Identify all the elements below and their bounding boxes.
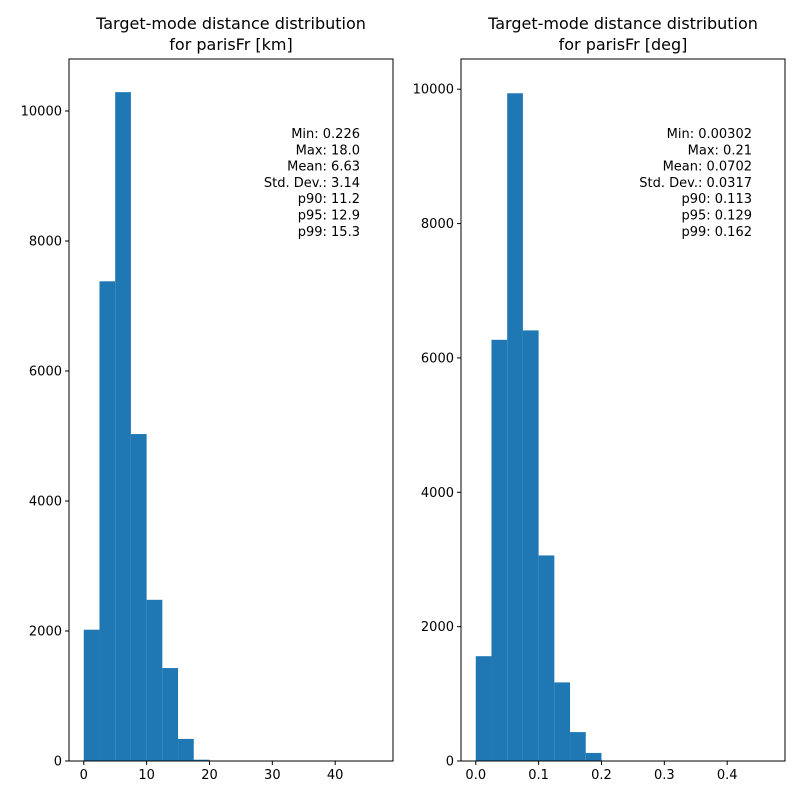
x-tick-label: 20 (201, 768, 218, 783)
chart-panel-deg: Target-mode distance distribution for pa… (413, 14, 786, 783)
x-tick-label: 0.2 (591, 768, 612, 783)
chart-title-line-1: Target-mode distance distribution (95, 14, 366, 33)
chart-title-line-1: Target-mode distance distribution (487, 14, 758, 33)
stat-line: p90: 11.2 (298, 192, 360, 207)
stat-line: Std. Dev.: 0.0317 (639, 176, 752, 191)
x-tick-label: 10 (138, 768, 155, 783)
histogram-bar (99, 281, 116, 761)
histogram-bar (538, 555, 555, 761)
x-tick-label: 0.3 (654, 768, 675, 783)
y-tick-label: 2000 (29, 625, 62, 640)
y-tick-label: 10000 (413, 83, 454, 98)
y-tick-label: 8000 (29, 235, 62, 250)
y-axis-ticks: 0 2000 4000 6000 8000 10000 (413, 83, 461, 770)
x-tick-label: 0 (80, 768, 88, 783)
stat-line: p99: 0.162 (681, 225, 752, 240)
chart-title-line-2: for parisFr [km] (169, 35, 292, 54)
stat-line: Mean: 6.63 (287, 160, 360, 175)
stat-line: p95: 0.129 (681, 209, 752, 224)
y-tick-label: 10000 (21, 105, 62, 120)
stat-line: Std. Dev.: 3.14 (264, 176, 360, 191)
histogram-bar (491, 339, 508, 761)
stat-line: Min: 0.226 (291, 127, 360, 142)
y-tick-label: 4000 (29, 495, 62, 510)
histogram-bar (162, 668, 179, 761)
y-tick-label: 6000 (29, 365, 62, 380)
stat-line: p90: 0.113 (681, 192, 752, 207)
y-axis-ticks: 0 2000 4000 6000 8000 10000 (21, 105, 69, 770)
histogram-bar (522, 330, 539, 761)
x-tick-label: 0.0 (465, 768, 486, 783)
histogram-bar (83, 629, 100, 761)
plot-frame (68, 58, 394, 762)
y-tick-label: 0 (54, 755, 62, 770)
stat-line: Mean: 0.0702 (663, 160, 752, 175)
stat-line: Min: 0.00302 (667, 127, 752, 142)
histogram-bar (130, 434, 147, 761)
x-tick-label: 0.1 (528, 768, 549, 783)
histogram-bar (146, 599, 163, 761)
y-tick-label: 4000 (421, 486, 454, 501)
plot-frame (460, 58, 786, 762)
histogram-bar (585, 752, 602, 761)
bars-group (83, 92, 210, 761)
x-tick-label: 0.4 (717, 768, 738, 783)
y-tick-label: 6000 (421, 351, 454, 366)
y-tick-label: 0 (446, 755, 454, 770)
x-tick-label: 30 (264, 768, 281, 783)
bars-group (475, 93, 602, 761)
histogram-bar (570, 732, 586, 761)
histogram-bar (178, 738, 194, 761)
stat-line: Max: 18.0 (296, 143, 360, 158)
stat-line: p95: 12.9 (298, 209, 360, 224)
y-tick-label: 8000 (421, 217, 454, 232)
histogram-bar (193, 759, 210, 761)
x-tick-label: 40 (327, 768, 344, 783)
histogram-bar (475, 656, 492, 761)
chart-panel-km: Target-mode distance distribution for pa… (21, 14, 394, 783)
chart-title-line-2: for parisFr [deg] (559, 35, 688, 54)
y-tick-label: 2000 (421, 620, 454, 635)
histogram-bar (115, 92, 131, 761)
stat-line: p99: 15.3 (298, 225, 360, 240)
histogram-bar (554, 682, 571, 761)
x-axis-ticks: 0.0 0.1 0.2 0.3 0.4 (465, 761, 738, 783)
stat-line: Max: 0.21 (688, 143, 752, 158)
x-axis-ticks: 0 10 20 30 40 (80, 761, 344, 783)
histogram-bar (507, 93, 523, 761)
